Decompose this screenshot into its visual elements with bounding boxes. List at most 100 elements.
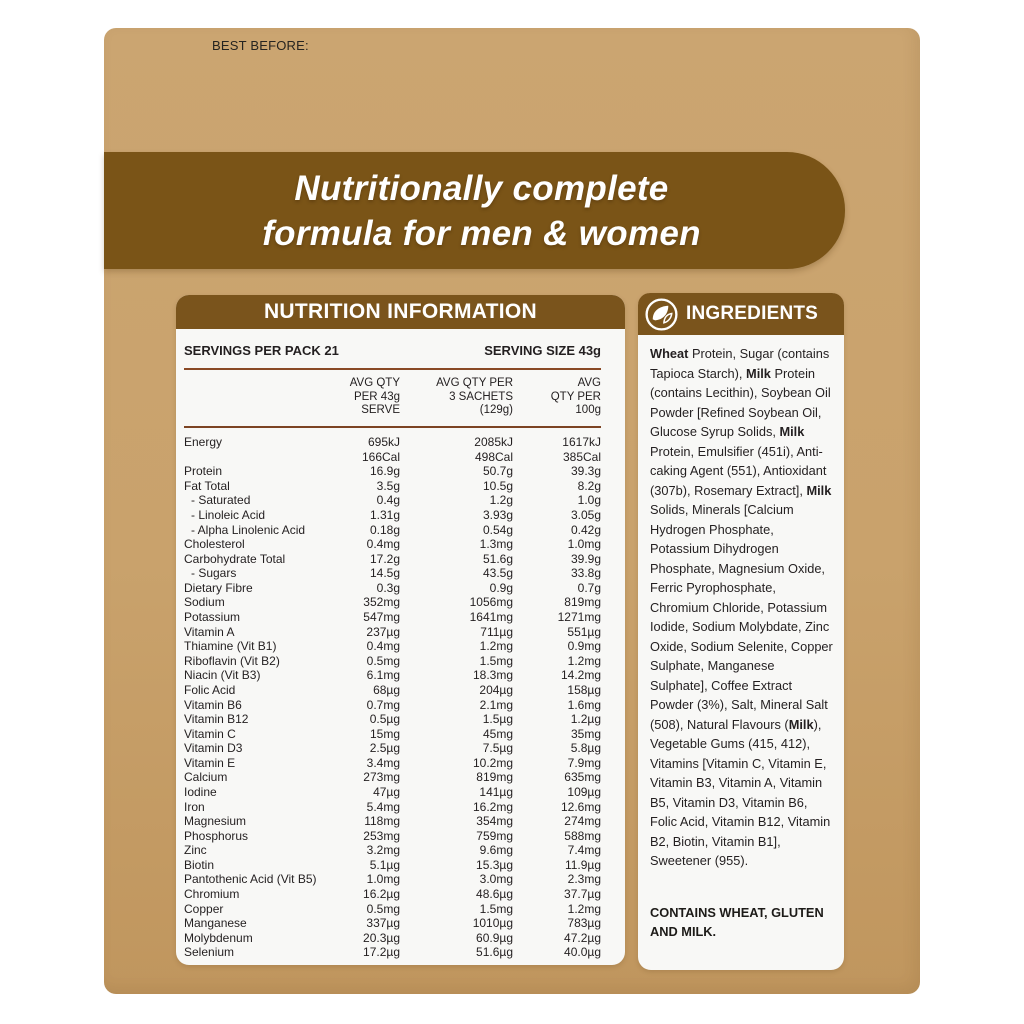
nutrient-value: 47.2µg [564,930,601,945]
nutrient-value: 0.9mg [567,639,601,654]
nutrient-label: Iodine [184,784,217,799]
table-row: Folic Acid 68µg 204µg 158µg [184,683,601,698]
nutrient-value: 3.93g [482,508,513,522]
nutrient-value: 14.2mg [560,668,601,683]
package-back-panel: BEST BEFORE: Nutritionally complete form… [104,28,920,994]
nutrient-value: 0.5µg [369,712,400,727]
nutrient-label: Phosphorus [184,828,249,843]
nutrient-value: 0.5mg [366,901,400,916]
nutrient-value: 2085kJ [474,435,513,450]
table-row: - Linoleic Acid 1.31g 3.93g 3.05g [184,508,601,523]
nutrient-value: 588mg [564,828,601,843]
nutrient-label: Copper [184,901,224,916]
table-row: Niacin (Vit B3) 6.1mg 18.3mg 14.2mg [184,668,601,683]
nutrient-value: 337µg [366,916,400,931]
ingredients-title: INGREDIENTS [686,303,819,324]
nutrient-label: Biotin [184,857,215,872]
nutrient-value: 14.5g [369,566,400,581]
nutrient-value: 3.2mg [366,843,400,858]
nutrient-label: Vitamin A [184,624,235,639]
nutrition-information-header: NUTRITION INFORMATION [176,295,625,329]
table-row: Energy 695kJ 2085kJ 1617kJ [184,435,601,450]
nutrient-value: 45mg [482,726,513,741]
divider-rule-bottom [184,426,601,429]
nutrient-label: - Saturated [191,493,251,508]
nutrient-value: 1.5µg [482,712,513,727]
table-row: Chromium 16.2µg 48.6µg 37.7µg [184,887,601,902]
nutrient-label: Vitamin B12 [184,712,249,727]
nutrient-value: 354mg [476,814,513,829]
nutrient-value: 759mg [476,828,513,843]
nutrient-value: 2.5µg [369,741,400,756]
nutrient-value: 819mg [564,595,601,610]
nutrient-value: 6.1mg [366,668,400,683]
ingredients-body: Wheat Protein, Sugar (contains Tapioca S… [638,335,844,942]
best-before-label: BEST BEFORE: [212,38,309,53]
nutrient-label: Calcium [184,770,228,785]
nutrient-label: Dietary Fibre [184,580,253,595]
nutrient-value: 1617kJ [562,435,601,450]
nutrient-value: 0.4mg [366,639,400,654]
nutrition-information-title: NUTRITION INFORMATION [263,300,538,323]
nutrient-value: 783µg [567,916,601,931]
nutrient-value: 51.6g [482,551,513,566]
nutrient-value: 0.5mg [366,653,400,668]
nutrient-label: Cholesterol [184,537,245,552]
nutrient-value: 1.2mg [479,639,513,654]
nutrient-label: Vitamin B6 [184,697,242,712]
nutrient-value: 16.9g [369,464,400,479]
table-row: Copper 0.5mg 1.5mg 1.2mg [184,902,601,917]
table-row: Protein 16.9g 50.7g 39.3g [184,464,601,479]
table-row: - Alpha Linolenic Acid 0.18g 0.54g 0.42g [184,523,601,538]
nutrition-information-panel: NUTRITION INFORMATION SERVINGS PER PACK … [176,295,625,965]
nutrient-value: 166Cal [361,449,400,464]
table-row: Iodine 47µg 141µg 109µg [184,785,601,800]
nutrient-value: 18.3mg [472,668,513,683]
nutrient-value: 60.9µg [476,930,513,945]
table-row: Phosphorus 253mg 759mg 588mg [184,829,601,844]
leaf-icon [645,297,678,331]
ingredients-header: INGREDIENTS [638,293,844,335]
nutrient-value: 158µg [567,682,601,697]
nutrient-value: 1.6mg [567,697,601,712]
nutrient-label: Potassium [184,610,241,625]
nutrient-value: 43.5g [482,566,513,581]
nutrient-value: 33.8g [570,566,601,581]
nutrient-value: 39.3g [570,464,601,479]
nutrient-value: 47µg [373,784,400,799]
nutrient-value: 68µg [373,682,400,697]
table-row: - Saturated 0.4g 1.2g 1.0g [184,493,601,508]
nutrient-label: Vitamin E [184,755,236,770]
nutrient-value: 1271mg [557,610,601,625]
nutrient-value: 1.3mg [479,537,513,552]
nutrient-label: Molybdenum [184,930,253,945]
table-row: Iron 5.4mg 16.2mg 12.6mg [184,800,601,815]
ingredients-text: Wheat Protein, Sugar (contains Tapioca S… [650,346,833,868]
table-row: Thiamine (Vit B1) 0.4mg 1.2mg 0.9mg [184,639,601,654]
table-row: Molybdenum 20.3µg 60.9µg 47.2µg [184,931,601,946]
nutrient-label: Vitamin D3 [184,741,243,756]
nutrient-label: Niacin (Vit B3) [184,668,261,683]
servings-per-pack: SERVINGS PER PACK 21 [184,343,339,358]
nutrient-value: 3.5g [376,478,400,493]
nutrient-value: 37.7µg [564,887,601,902]
servings-row: SERVINGS PER PACK 21 SERVING SIZE 43g [184,343,601,358]
nutrient-label: - Sugars [191,566,237,581]
table-row: Cholesterol 0.4mg 1.3mg 1.0mg [184,537,601,552]
nutrient-value: 7.9mg [567,755,601,770]
table-row: Dietary Fibre 0.3g 0.9g 0.7g [184,581,601,596]
table-row: Selenium 17.2µg 51.6µg 40.0µg [184,945,601,960]
table-row: Calcium 273mg 819mg 635mg [184,770,601,785]
column-header-spacer [184,377,310,418]
column-headers: AVG QTY PER 43g SERVE AVG QTY PER 3 SACHETS(… [184,377,601,418]
nutrient-value: 0.9g [489,580,513,595]
nutrient-value: 1.0mg [366,872,400,887]
nutrient-value: 35mg [570,726,601,741]
nutrient-label: Protein [184,464,223,479]
nutrient-value: 0.54g [482,522,513,537]
nutrient-value: 15.3µg [476,857,513,872]
nutrient-value: 1.2mg [567,653,601,668]
nutrient-label: Riboflavin (Vit B2) [184,653,280,668]
nutrient-value: 1641mg [469,610,513,625]
